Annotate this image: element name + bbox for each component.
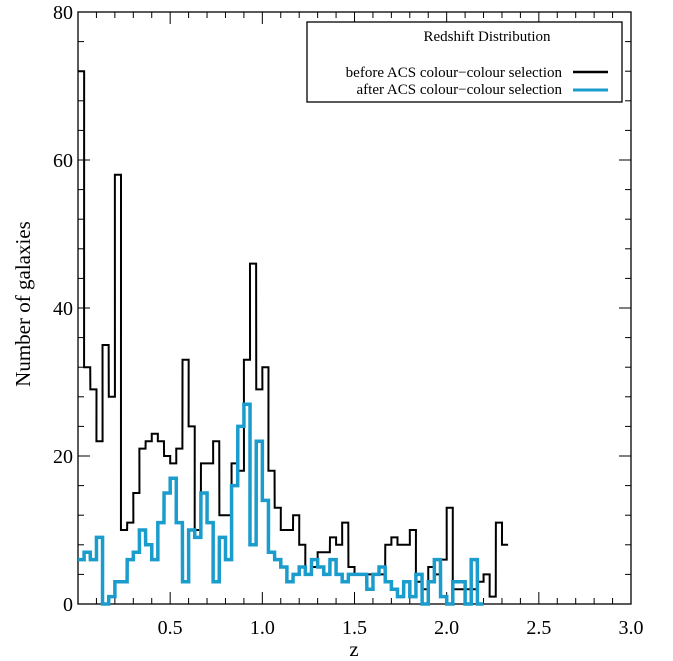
series-after-selection <box>78 402 484 606</box>
y-tick-label: 80 <box>53 2 73 24</box>
legend: Redshift Distribution before ACS colour−… <box>306 21 623 103</box>
series-layer <box>78 70 509 606</box>
x-tick-label: 2.5 <box>526 617 551 639</box>
axes: 0.5 1.0 1.5 2.0 2.5 3.0 0 20 40 60 80 <box>53 2 644 639</box>
y-axis-title: Number of galaxies <box>11 221 35 387</box>
x-tick-label: 2.0 <box>434 617 459 639</box>
legend-box <box>306 21 623 103</box>
legend-label-before: before ACS colour−colour selection <box>346 65 563 81</box>
legend-label-after: after ACS colour−colour selection <box>357 82 563 98</box>
y-tick-label: 40 <box>53 298 73 320</box>
legend-title: Redshift Distribution <box>423 29 551 45</box>
x-tick-label: 0.5 <box>158 617 183 639</box>
x-tick-label: 1.5 <box>342 617 367 639</box>
x-axis-title: z <box>349 637 358 661</box>
y-tick-label: 60 <box>53 150 73 172</box>
x-tick-label: 1.0 <box>250 617 275 639</box>
y-tick-label: 0 <box>63 594 73 616</box>
x-tick-label: 3.0 <box>619 617 644 639</box>
y-tick-label: 20 <box>53 446 73 468</box>
